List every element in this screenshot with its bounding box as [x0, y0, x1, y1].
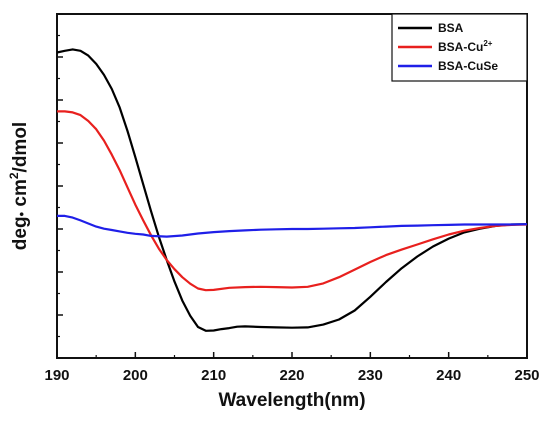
x-axis-title: Wavelength(nm) — [218, 390, 365, 411]
legend: BSA BSA-Cu2+ BSA-CuSe — [391, 13, 528, 82]
y-axis-title: deg• cm2/dmol — [7, 122, 31, 250]
x-tick-label: 190 — [44, 367, 69, 384]
legend-items: BSA BSA-Cu2+ BSA-CuSe — [398, 21, 498, 73]
series-line-1 — [56, 48, 528, 332]
y-axis-title-bullet: • — [14, 211, 29, 216]
y-axis-title-superscript: 2 — [7, 172, 21, 179]
x-tick-label: 220 — [279, 367, 304, 384]
y-axis-title-part-2: cm — [10, 179, 31, 212]
series-line-3 — [57, 214, 528, 238]
series-layer — [56, 48, 528, 332]
x-tick-label: 210 — [201, 367, 226, 384]
x-tick-label: 240 — [436, 367, 461, 384]
x-tick-label: 250 — [514, 367, 539, 384]
y-axis-ticks — [57, 13, 63, 359]
legend-label: BSA-CuSe — [438, 59, 498, 73]
x-tick-label: 230 — [358, 367, 383, 384]
x-tick-label: 200 — [123, 367, 148, 384]
legend-label: BSA-Cu2+ — [438, 39, 493, 54]
y-axis-title-part-1: deg — [10, 216, 31, 250]
x-axis-ticks: 190 200 210 220 230 240 250 — [44, 352, 540, 384]
series-line-2 — [57, 110, 528, 292]
y-axis-title-part-3: /dmol — [10, 122, 31, 173]
legend-label: BSA — [438, 21, 464, 35]
